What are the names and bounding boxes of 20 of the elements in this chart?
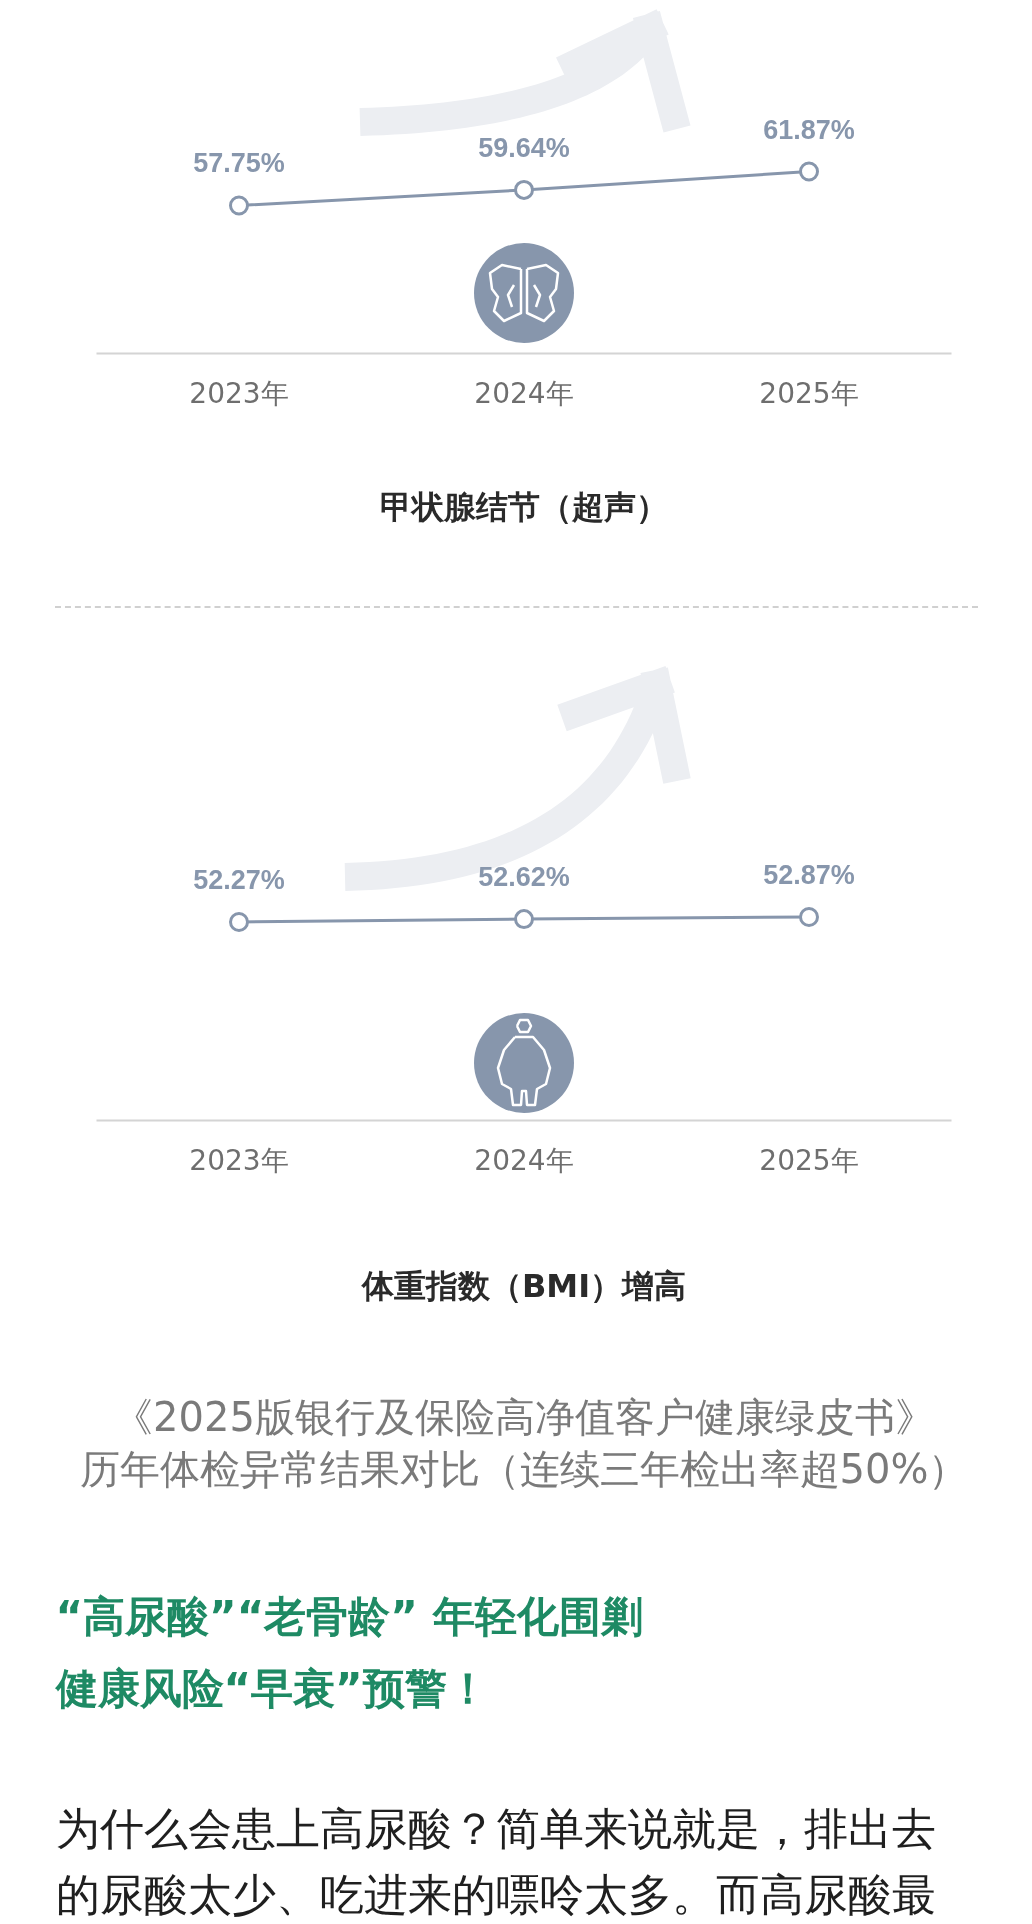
data-label: 59.64% [478,132,570,163]
text: 健康风险“早衰”预警！ [53,1664,489,1713]
x-tick-label: 2023年 [189,1143,289,1177]
text: 甲状腺结节（超声） [380,488,668,526]
data-label: 61.87% [763,114,855,145]
data-label: 52.27% [193,864,285,895]
text: 体重指数（BMI）增高 [360,1266,687,1305]
data-label: 52.87% [763,860,855,891]
text: 为什么会患上高尿酸？简单来说就是，排出去 [55,1803,936,1854]
text: 的尿酸太少、吃进来的嘌呤太多。而高尿酸最 [55,1869,936,1920]
data-label: 52.62% [478,862,570,893]
x-tick-label: 2024年 [474,376,574,410]
text: “高尿酸”“老骨龄” 年轻化围剿 [55,1592,643,1641]
x-tick-label: 2025年 [759,376,859,410]
data-label: 57.75% [193,148,285,179]
x-tick-label: 2024年 [474,1143,574,1177]
x-tick-label: 2023年 [189,376,289,410]
text: 《2025版银行及保险高净值客户健康绿皮书》 [113,1394,935,1440]
x-tick-label: 2025年 [759,1143,859,1177]
text: 历年体检异常结果对比（连续三年检出率超50%） [79,1445,969,1492]
